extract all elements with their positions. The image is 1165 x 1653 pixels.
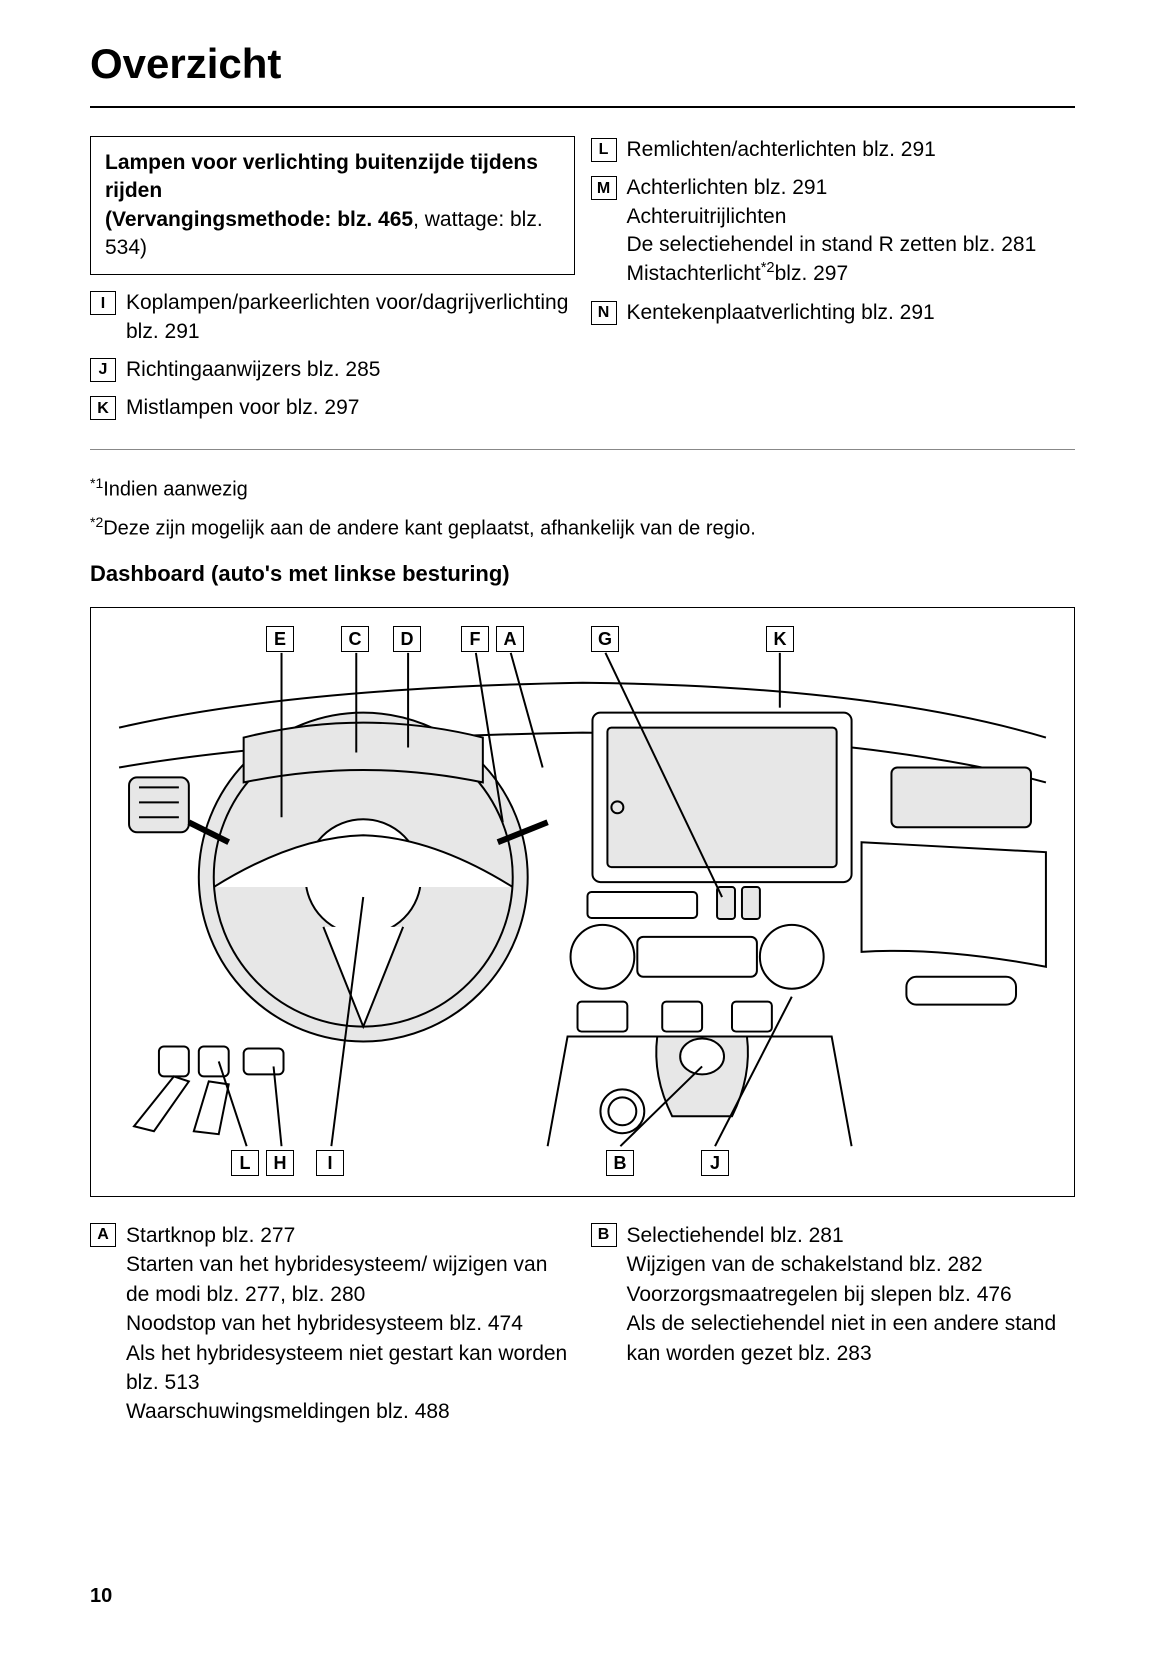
letter-box-N: N (591, 301, 617, 325)
letter-box-A: A (90, 1223, 116, 1247)
letter-box-I: I (90, 291, 116, 315)
item-J-text: Richtingaanwijzers blz. 285 (126, 356, 575, 384)
callout-D: D (393, 626, 421, 652)
callout-C: C (341, 626, 369, 652)
item-I: I Koplampen/parkeerlichten voor/dagrijve… (90, 289, 575, 346)
item-K: K Mistlampen voor blz. 297 (90, 394, 575, 422)
callout-I: I (316, 1150, 344, 1176)
letter-box-J: J (90, 358, 116, 382)
dashboard-diagram: E CD FA G K LHI B J (90, 607, 1075, 1197)
callout-J: J (701, 1150, 729, 1176)
item-I-text: Koplampen/parkeerlichten voor/dagrijverl… (126, 289, 575, 346)
item-N-text: Kentekenplaatverlichting blz. 291 (627, 299, 1076, 327)
bottom-block: A Startknop blz. 277Starten van het hybr… (90, 1221, 1075, 1427)
dashboard-svg (91, 608, 1074, 1196)
item-A-text: Startknop blz. 277Starten van het hybrid… (126, 1221, 575, 1427)
page-number: 10 (90, 1585, 112, 1608)
callout-A: A (496, 626, 524, 652)
item-B-text: Selectiehendel blz. 281Wijzigen van de s… (627, 1221, 1076, 1368)
callout-G: G (591, 626, 619, 652)
item-J: J Richtingaanwijzers blz. 285 (90, 356, 575, 384)
item-B: B Selectiehendel blz. 281Wijzigen van de… (591, 1221, 1076, 1368)
letter-box-B: B (591, 1223, 617, 1247)
bottom-left-column: A Startknop blz. 277Starten van het hybr… (90, 1221, 575, 1427)
info-line1: Lampen voor verlichting buitenzijde tijd… (105, 151, 538, 202)
callout-L: L (231, 1150, 259, 1176)
info-line2-bold: (Vervangingsmethode: blz. 465 (105, 208, 413, 231)
top-block: Lampen voor verlichting buitenzijde tijd… (90, 136, 1075, 433)
letter-box-L: L (591, 138, 617, 162)
footnote-1: *1Indien aanwezig (90, 474, 1075, 504)
item-L-text: Remlichten/achterlichten blz. 291 (627, 136, 1076, 164)
top-left-column: Lampen voor verlichting buitenzijde tijd… (90, 136, 575, 433)
letter-box-K: K (90, 396, 116, 420)
item-K-text: Mistlampen voor blz. 297 (126, 394, 575, 422)
info-box: Lampen voor verlichting buitenzijde tijd… (90, 136, 575, 275)
bottom-right-column: B Selectiehendel blz. 281Wijzigen van de… (591, 1221, 1076, 1427)
footnote-2: *2Deze zijn mogelijk aan de andere kant … (90, 513, 1075, 543)
item-M: M Achterlichten blz. 291Achteruitrijlich… (591, 174, 1076, 288)
top-right-column: L Remlichten/achterlichten blz. 291 M Ac… (591, 136, 1076, 433)
callout-K: K (766, 626, 794, 652)
section-heading: Dashboard (auto's met linkse besturing) (90, 561, 1075, 587)
title-rule (90, 106, 1075, 108)
callout-B: B (606, 1150, 634, 1176)
callout-H: H (266, 1150, 294, 1176)
item-M-text: Achterlichten blz. 291Achteruitrijlichte… (627, 174, 1076, 288)
item-N: N Kentekenplaatverlichting blz. 291 (591, 299, 1076, 327)
callout-F: F (461, 626, 489, 652)
item-A: A Startknop blz. 277Starten van het hybr… (90, 1221, 575, 1427)
item-L: L Remlichten/achterlichten blz. 291 (591, 136, 1076, 164)
callout-E: E (266, 626, 294, 652)
mid-rule (90, 449, 1075, 450)
page-title: Overzicht (90, 40, 1075, 88)
letter-box-M: M (591, 176, 617, 200)
